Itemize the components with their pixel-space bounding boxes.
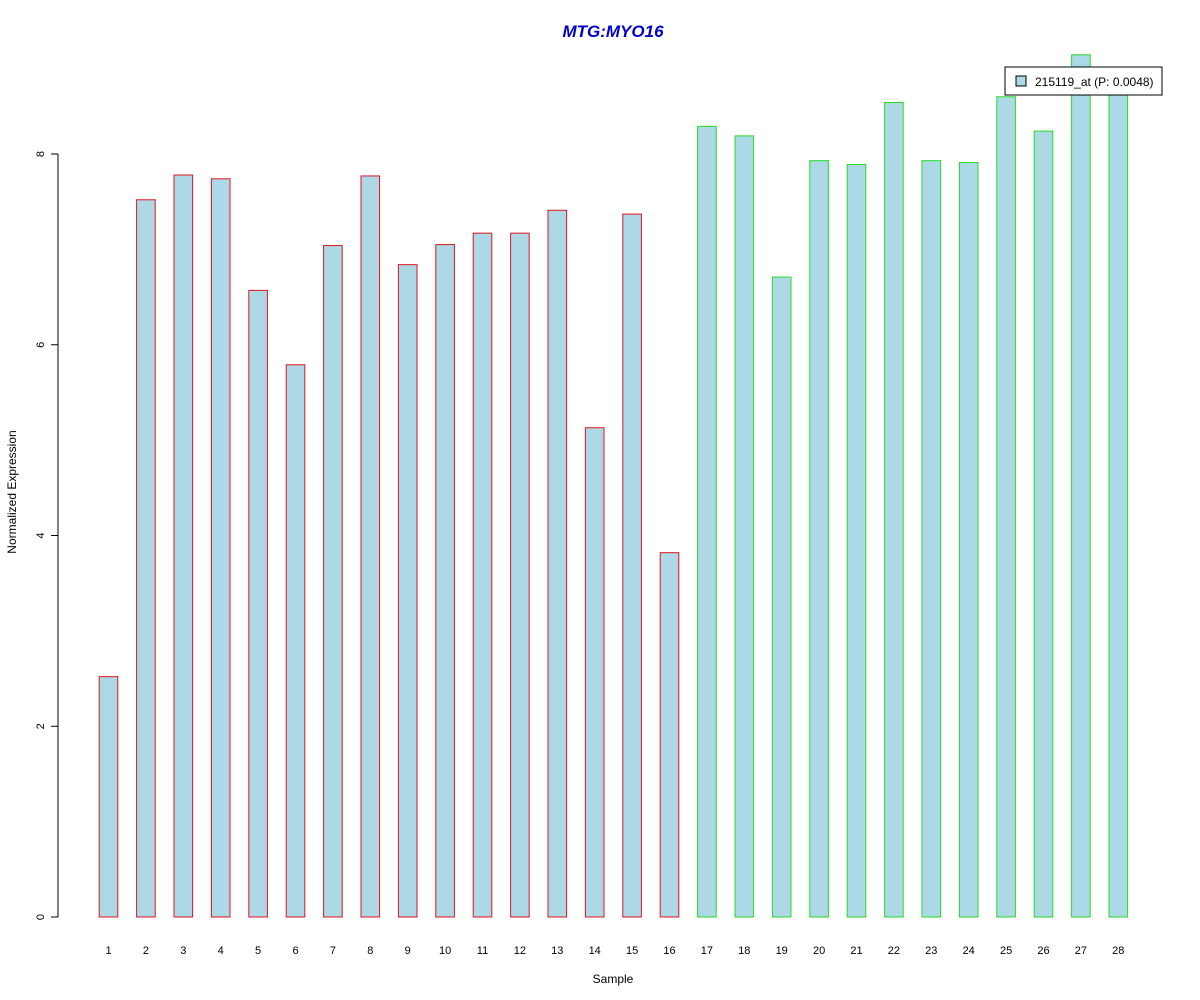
bar — [884, 101, 904, 918]
y-tick-label: 0 — [35, 914, 47, 920]
bar — [136, 199, 156, 918]
y-axis-label: Normalized Expression — [5, 430, 19, 553]
x-tick-label: 11 — [477, 945, 488, 957]
x-tick-label: 22 — [888, 945, 900, 957]
bar — [622, 213, 642, 918]
x-tick-label: 10 — [439, 945, 451, 957]
x-tick-label: 20 — [813, 945, 825, 957]
x-tick-label: 19 — [776, 945, 788, 957]
x-tick-label: 3 — [180, 945, 186, 957]
y-tick-label: 6 — [35, 342, 47, 348]
x-tick-labels: 1 2 3 4 5 6 7 8 9 10 11 12 13 14 15 16 17 18 19 20 21 22 23 24 2… — [105, 945, 1124, 957]
x-tick-label: 26 — [1037, 945, 1049, 957]
bar — [734, 135, 755, 918]
x-tick-label: 23 — [925, 945, 937, 957]
bar — [584, 427, 605, 918]
legend-box — [1004, 66, 1163, 96]
bar — [472, 232, 493, 918]
bar — [173, 174, 194, 918]
bar — [659, 552, 680, 918]
bar — [360, 175, 381, 918]
bar — [323, 245, 343, 918]
x-tick-label: 15 — [626, 945, 638, 957]
x-tick-label: 25 — [1000, 945, 1012, 957]
y-tick-label: 8 — [35, 151, 47, 157]
x-tick-label: 24 — [963, 945, 975, 957]
x-tick-label: 14 — [589, 945, 601, 957]
bar — [435, 244, 455, 918]
bar — [809, 160, 829, 918]
bar — [547, 209, 568, 918]
bar — [697, 125, 717, 918]
y-tick-label: 4 — [35, 532, 47, 538]
bar — [921, 160, 942, 918]
x-tick-label: 16 — [663, 945, 675, 957]
x-tick-label: 12 — [514, 945, 526, 957]
x-tick-label: 18 — [738, 945, 750, 957]
legend: 215119_at (P: 0.0048) — [1004, 66, 1163, 96]
legend-swatch — [1015, 75, 1027, 87]
y-tick-label: 2 — [35, 723, 47, 729]
bar — [285, 364, 306, 918]
x-tick-label: 9 — [405, 945, 411, 957]
x-tick-label: 6 — [292, 945, 298, 957]
x-tick-label: 2 — [143, 945, 149, 957]
chart-title: MTG:MYO16 — [562, 22, 664, 41]
x-tick-label: 5 — [255, 945, 261, 957]
x-tick-label: 7 — [330, 945, 336, 957]
bar — [1108, 86, 1129, 918]
bar — [846, 163, 867, 918]
x-tick-label: 28 — [1112, 945, 1124, 957]
x-tick-label: 8 — [367, 945, 373, 957]
bar — [248, 289, 268, 918]
bar — [771, 276, 792, 918]
bar — [996, 96, 1016, 918]
bars-group — [98, 54, 1129, 918]
x-tick-label: 21 — [850, 945, 862, 957]
x-tick-label: 27 — [1075, 945, 1087, 957]
bar — [397, 264, 418, 918]
bar — [210, 178, 231, 918]
x-tick-label: 17 — [701, 945, 713, 957]
x-axis-label: Sample — [593, 972, 634, 986]
y-axis: 0 2 4 6 8 — [35, 151, 59, 920]
x-tick-label: 13 — [551, 945, 563, 957]
x-tick-label: 1 — [105, 945, 111, 957]
bar — [958, 162, 979, 918]
bar — [1033, 130, 1054, 918]
bar — [98, 676, 119, 918]
x-tick-label: 4 — [218, 945, 224, 957]
bar — [510, 232, 530, 918]
bar — [1071, 54, 1091, 918]
legend-label: 215119_at (P: 0.0048) — [1035, 75, 1154, 89]
